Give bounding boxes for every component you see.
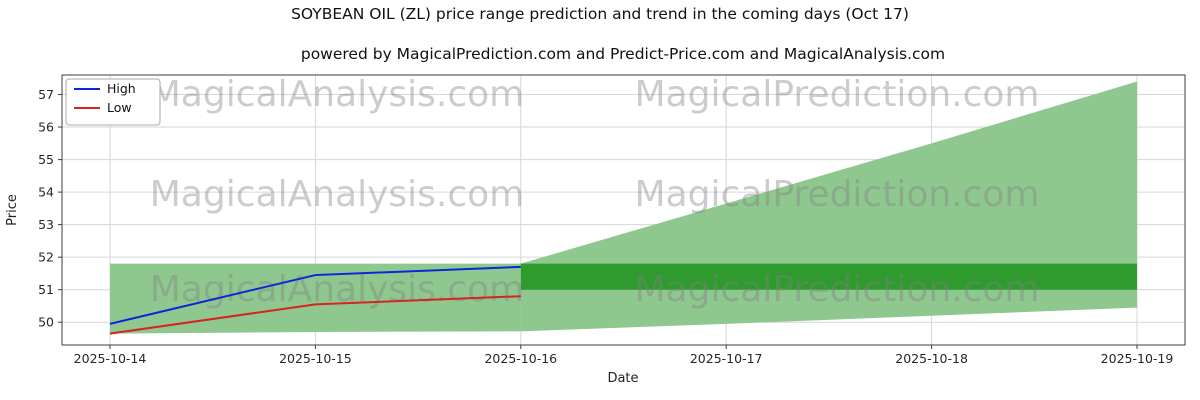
series-line-high bbox=[109, 265, 521, 325]
y-tick-label: 50 bbox=[38, 315, 54, 330]
x-tick-label: 2025-10-16 bbox=[484, 351, 557, 366]
watermark-left: MagicalAnalysis.com bbox=[150, 74, 524, 115]
forecast-core-band bbox=[520, 263, 1137, 290]
watermark-right: MagicalPrediction.com bbox=[635, 74, 1040, 115]
legend-label-high: High bbox=[107, 81, 136, 96]
y-tick-label: 57 bbox=[38, 87, 54, 102]
y-tick-label: 56 bbox=[38, 120, 54, 135]
x-axis-label: Date bbox=[607, 371, 638, 386]
legend-label-low: Low bbox=[107, 100, 132, 115]
watermark-left: MagicalAnalysis.com bbox=[150, 174, 524, 215]
y-tick-label: 52 bbox=[38, 250, 54, 265]
plot-border bbox=[61, 74, 1186, 346]
chart-title: SOYBEAN OIL (ZL) price range prediction … bbox=[291, 5, 909, 23]
watermark-right: MagicalPrediction.com bbox=[635, 269, 1040, 310]
x-tick-label: 2025-10-14 bbox=[74, 351, 147, 366]
chart-subtitle: powered by MagicalPrediction.com and Pre… bbox=[301, 45, 945, 63]
y-axis-label: Price bbox=[5, 194, 20, 226]
watermark-right: MagicalPrediction.com bbox=[635, 174, 1040, 215]
y-tick-label: 55 bbox=[38, 152, 54, 167]
y-tick-label: 53 bbox=[38, 217, 54, 232]
x-tick-label: 2025-10-19 bbox=[1101, 351, 1174, 366]
x-tick-label: 2025-10-17 bbox=[690, 351, 763, 366]
history-range-band bbox=[110, 263, 521, 334]
plot-area: MagicalAnalysis.com MagicalPrediction.com… bbox=[38, 74, 1186, 366]
legend-box bbox=[65, 78, 161, 126]
x-tick-label: 2025-10-18 bbox=[895, 351, 968, 366]
series-line-low bbox=[109, 295, 521, 335]
y-tick-label: 54 bbox=[38, 185, 54, 200]
x-tick-label: 2025-10-15 bbox=[279, 351, 352, 366]
y-tick-label: 51 bbox=[38, 282, 54, 297]
